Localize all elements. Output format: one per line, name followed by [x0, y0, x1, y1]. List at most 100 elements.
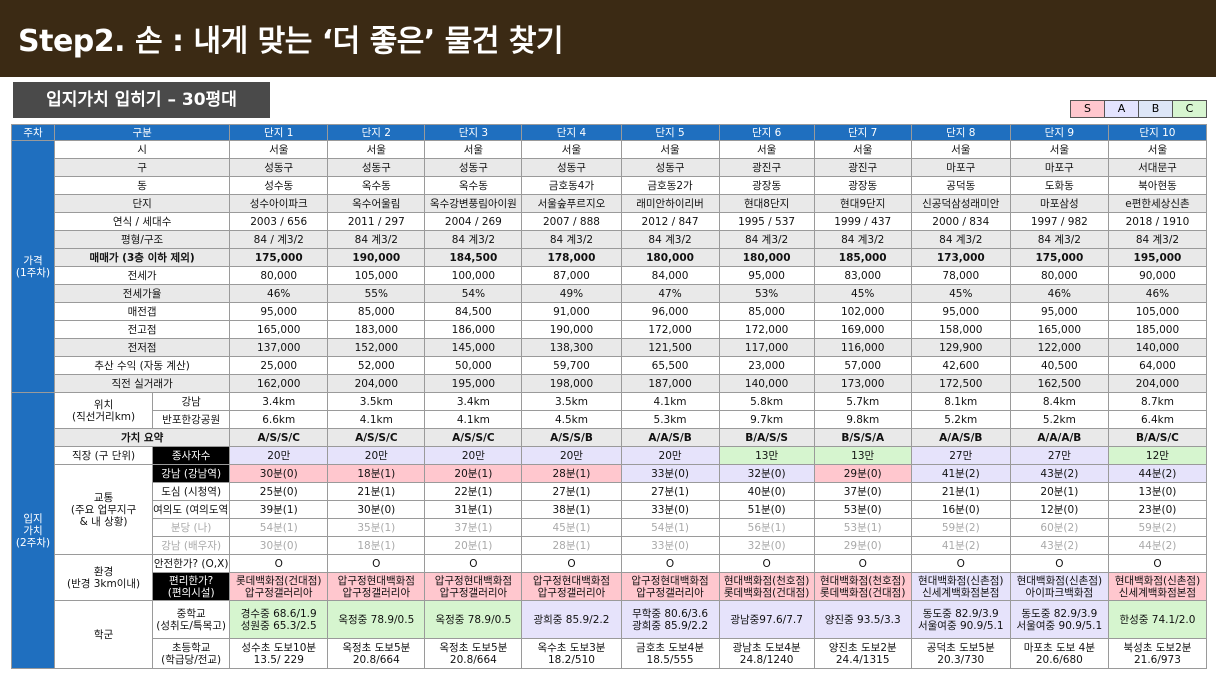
table-row: 분당 (나) 54분(1) 35분(1) 37분(1) 45분(1) 54분(1) 56분(… — [12, 518, 1208, 537]
value-cell: 20만 — [521, 446, 622, 465]
value-cell: 서울 — [813, 140, 912, 159]
table-row: 연식 / 세대수 2003 / 656 2011 / 297 2004 / 269 20… — [12, 212, 1208, 231]
table-row: 직전 실거래가 162,000 204,000 195,000 198,000 187,0… — [12, 374, 1208, 393]
value-cell: 마포삼성 — [1009, 194, 1109, 213]
row-label: 강남 (배우자) — [152, 536, 231, 555]
value-cell: 3.5km — [521, 392, 622, 411]
value-cell: 4.1km — [620, 392, 720, 411]
value-cell: 91,000 — [521, 302, 622, 321]
value-cell: 105,000 — [1107, 302, 1208, 321]
value-cell: 45분(1) — [521, 518, 622, 537]
value-cell: 129,900 — [910, 338, 1011, 357]
value-cell: 서울 — [910, 140, 1011, 159]
value-cell: A/A/S/B — [910, 428, 1011, 447]
value-cell: 27분(1) — [521, 482, 622, 501]
value-cell: 5.3km — [620, 410, 720, 429]
value-cell: 롯데백화점(건대점) 압구정갤러리아 — [229, 572, 329, 601]
table-row: 매매가 (3층 이하 제외) 175,000 190,000 184,500 178,0… — [12, 248, 1208, 267]
value-cell: 21분(1) — [910, 482, 1011, 501]
value-cell: 현대백화점(신촌점) 신세계백화점본점 — [910, 572, 1011, 601]
value-cell: 84 계3/2 — [620, 230, 720, 249]
value-cell: O — [1107, 554, 1208, 573]
value-cell: 20분(1) — [424, 536, 523, 555]
value-cell: 84 계3/2 — [327, 230, 426, 249]
table-row: 교통 (주요 업무지구 & 내 상황) 강남 (강남역) 30분(0) 18분(1) 20분… — [12, 464, 1208, 555]
value-cell: 현대9단지 — [813, 194, 912, 213]
value-cell: 198,000 — [521, 374, 622, 393]
value-cell: 162,500 — [1009, 374, 1109, 393]
col-category: 구분 — [54, 124, 231, 141]
value-cell: 185,000 — [813, 248, 912, 267]
value-cell: 116,000 — [813, 338, 912, 357]
value-cell: 172,000 — [620, 320, 720, 339]
value-cell: 59분(2) — [910, 518, 1011, 537]
value-cell: 양진중 93.5/3.3 — [813, 600, 912, 639]
value-cell: 압구정현대백화점 압구정갤러리아 — [424, 572, 523, 601]
value-cell: 옥수어울림 — [327, 194, 426, 213]
value-cell: 84,000 — [620, 266, 720, 285]
legend-s: S — [1071, 101, 1105, 117]
section-location: 입지 가치 (2주차) — [10, 392, 56, 669]
value-cell: B/A/S/S — [718, 428, 815, 447]
value-cell: 마포구 — [910, 158, 1011, 177]
value-cell: 54분(1) — [620, 518, 720, 537]
value-cell: 서울숲푸르지오 — [521, 194, 622, 213]
value-cell: A/S/S/C — [327, 428, 426, 447]
value-cell: 96,000 — [620, 302, 720, 321]
value-cell: 84 계3/2 — [910, 230, 1011, 249]
value-cell: A/A/S/B — [620, 428, 720, 447]
grade-legend: S A B C — [1070, 100, 1207, 118]
section-subtitle: 입지가치 입히기 – 30평대 — [13, 82, 270, 118]
col-complex: 단지 1 — [229, 124, 329, 141]
value-cell: 광장동 — [813, 176, 912, 195]
value-cell: 84 계3/2 — [813, 230, 912, 249]
value-cell: 서울 — [229, 140, 329, 159]
value-cell: 27만 — [1009, 446, 1109, 465]
row-label: 강남 — [152, 392, 231, 411]
value-cell: 마포초 도보 4분 20.6/680 — [1009, 638, 1109, 669]
row-label: 교통 (주요 업무지구 & 내 상황) — [54, 464, 154, 555]
value-cell: 4.5km — [521, 410, 622, 429]
table-row: 강남 (배우자) 30분(0) 18분(1) 20분(1) 28분(1) 33분(0) 32… — [12, 536, 1208, 555]
value-cell: 180,000 — [718, 248, 815, 267]
col-week: 주차 — [10, 124, 56, 141]
value-cell: 23분(0) — [1107, 500, 1208, 519]
value-cell: 성수초 도보10분 13.5/ 229 — [229, 638, 329, 669]
row-label: 전저점 — [54, 338, 231, 357]
value-cell: 33분(0) — [620, 500, 720, 519]
value-cell: 190,000 — [327, 248, 426, 267]
value-cell: 2018 / 1910 — [1107, 212, 1208, 231]
col-complex: 단지 3 — [424, 124, 523, 141]
row-label: 가치 요약 — [54, 428, 231, 447]
table-row: 가치 요약 A/S/S/C A/S/S/C A/S/S/C A/S/S/B A/A/S/B… — [12, 428, 1208, 447]
value-cell: 140,000 — [718, 374, 815, 393]
value-cell: 43분(2) — [1009, 464, 1109, 483]
value-cell: 183,000 — [327, 320, 426, 339]
row-label: 매매가 (3층 이하 제외) — [54, 248, 231, 267]
value-cell: 64,000 — [1107, 356, 1208, 375]
value-cell: 현대백화점(신촌점) 신세계백화점본점 — [1107, 572, 1208, 601]
value-cell: 41분(2) — [910, 536, 1011, 555]
value-cell: 6.4km — [1107, 410, 1208, 429]
value-cell: 95,000 — [229, 302, 329, 321]
value-cell: 9.8km — [813, 410, 912, 429]
table-row: 여의도 (여의도역) 39분(1) 30분(0) 31분(1) 38분(1) 33분(0)… — [12, 500, 1208, 519]
value-cell: 50,000 — [424, 356, 523, 375]
value-cell: 172,000 — [718, 320, 815, 339]
value-cell: 175,000 — [1009, 248, 1109, 267]
value-cell: 도화동 — [1009, 176, 1109, 195]
value-cell: 16분(0) — [910, 500, 1011, 519]
value-cell: 현대백화점(신촌점) 아이파크백화점 — [1009, 572, 1109, 601]
value-cell: 20만 — [620, 446, 720, 465]
value-cell: 광진구 — [718, 158, 815, 177]
value-cell: O — [1009, 554, 1109, 573]
value-cell: 20만 — [229, 446, 329, 465]
value-cell: 압구정현대백화점 압구정갤러리아 — [521, 572, 622, 601]
value-cell: 137,000 — [229, 338, 329, 357]
value-cell: 27분(1) — [620, 482, 720, 501]
value-cell: 20분(1) — [1009, 482, 1109, 501]
value-cell: O — [718, 554, 815, 573]
col-complex: 단지 5 — [620, 124, 720, 141]
row-label: 전세가 — [54, 266, 231, 285]
value-cell: 53분(1) — [813, 518, 912, 537]
